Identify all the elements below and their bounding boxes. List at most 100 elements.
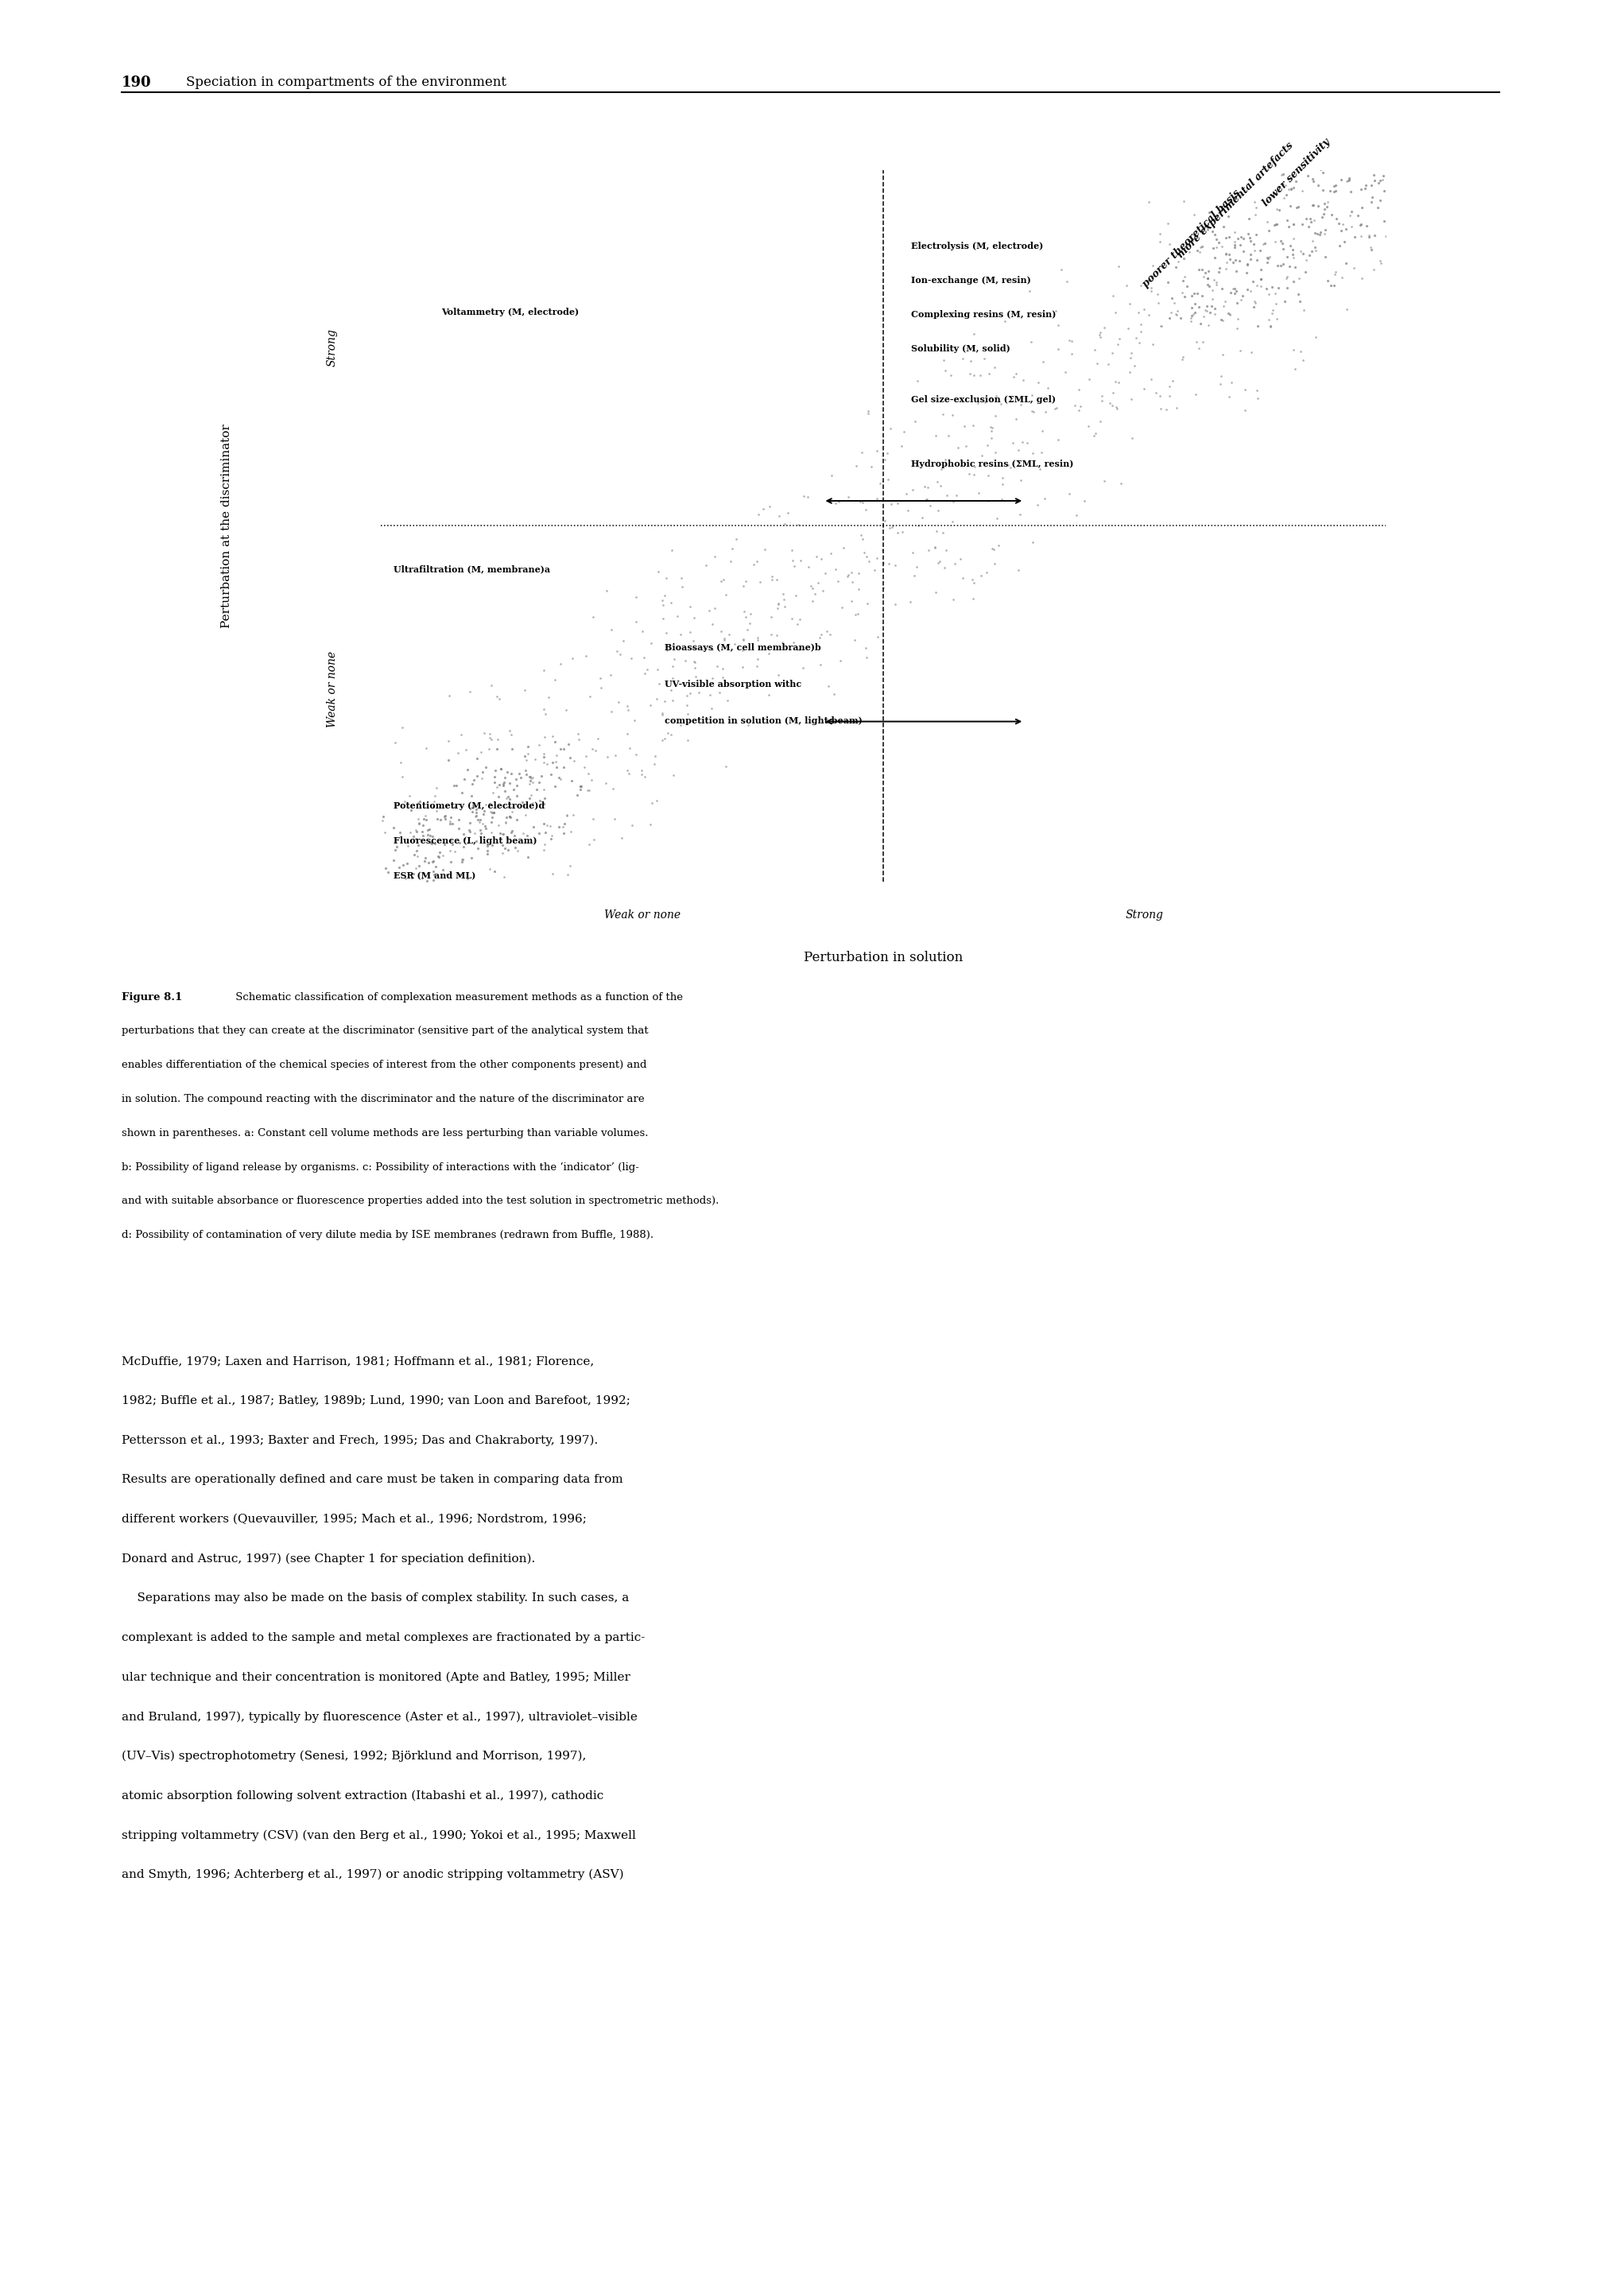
Point (1238, 333, 1264, 370)
Point (405, 801, 431, 838)
Point (1274, 269, 1300, 305)
Point (1367, 138, 1392, 174)
Point (940, 581, 966, 618)
Point (1157, 294, 1183, 331)
Point (413, 801, 439, 838)
Point (389, 709, 415, 746)
Point (1248, 259, 1274, 296)
Point (1164, 292, 1190, 328)
Point (481, 751, 507, 788)
Point (950, 560, 976, 597)
Point (493, 804, 519, 840)
Point (515, 838, 541, 875)
Point (1178, 298, 1204, 335)
Point (723, 521, 749, 558)
Point (952, 409, 977, 445)
Point (1234, 255, 1260, 292)
Point (1287, 232, 1313, 269)
Point (1005, 551, 1031, 588)
Point (924, 544, 950, 581)
Point (614, 751, 640, 788)
Point (410, 817, 436, 854)
Point (691, 631, 716, 668)
Point (733, 563, 759, 599)
Point (481, 758, 507, 794)
Point (551, 748, 577, 785)
Point (528, 758, 554, 794)
Point (1172, 278, 1198, 315)
Point (431, 827, 457, 863)
Point (543, 744, 569, 781)
Point (1334, 292, 1360, 328)
Point (511, 815, 537, 852)
Point (744, 542, 770, 579)
Point (349, 806, 374, 843)
Point (1102, 294, 1128, 331)
Point (1195, 259, 1221, 296)
Point (498, 755, 524, 792)
Point (383, 831, 408, 868)
Point (960, 560, 986, 597)
Point (734, 611, 760, 647)
Point (922, 528, 948, 565)
Point (465, 829, 491, 866)
Text: 1982; Buffle et al., 1987; Batley, 1989b; Lund, 1990; van Loon and Barefoot, 199: 1982; Buffle et al., 1987; Batley, 1989b… (122, 1396, 631, 1405)
Point (1318, 172, 1344, 209)
Point (1091, 310, 1117, 347)
Point (485, 769, 511, 806)
Point (835, 480, 861, 517)
Point (1209, 271, 1235, 308)
Point (554, 856, 580, 893)
Point (660, 682, 686, 719)
Text: Voltammetry (M, electrode): Voltammetry (M, electrode) (441, 308, 579, 317)
Point (524, 771, 550, 808)
Point (605, 631, 631, 668)
Point (1358, 168, 1384, 204)
Point (381, 808, 407, 845)
Point (1191, 298, 1217, 335)
Point (496, 712, 522, 748)
Point (849, 484, 875, 521)
Text: Separations may also be made on the basis of complex stability. In such cases, a: Separations may also be made on the basi… (122, 1593, 629, 1603)
Point (370, 801, 396, 838)
Point (600, 771, 626, 808)
Point (561, 742, 587, 778)
Point (545, 748, 571, 785)
Point (420, 843, 446, 879)
Point (1200, 214, 1225, 250)
Point (1024, 487, 1050, 523)
Point (1046, 331, 1071, 367)
Point (699, 659, 725, 696)
Point (1337, 142, 1363, 179)
Point (490, 815, 515, 852)
Point (976, 356, 1002, 393)
Point (1243, 241, 1269, 278)
Point (699, 631, 725, 668)
Point (1237, 218, 1263, 255)
Point (499, 813, 525, 850)
Point (875, 546, 901, 583)
Point (828, 588, 854, 625)
Point (1285, 188, 1311, 225)
Text: Complexing resins (M, resin): Complexing resins (M, resin) (911, 310, 1055, 319)
Point (1162, 296, 1188, 333)
Point (1211, 287, 1237, 324)
Point (1227, 227, 1253, 264)
Point (650, 599, 676, 636)
Point (460, 762, 486, 799)
Point (451, 829, 477, 866)
Point (551, 815, 577, 852)
Point (1274, 259, 1300, 296)
Point (648, 581, 674, 618)
Point (1355, 218, 1381, 255)
Text: lower sensitivity: lower sensitivity (1261, 135, 1332, 209)
Point (1178, 303, 1204, 340)
Point (669, 666, 695, 703)
Point (1049, 250, 1075, 287)
Point (1310, 172, 1336, 209)
Point (940, 482, 966, 519)
Point (1174, 269, 1200, 305)
Point (1310, 154, 1336, 191)
Point (1010, 363, 1036, 400)
Point (710, 650, 736, 687)
